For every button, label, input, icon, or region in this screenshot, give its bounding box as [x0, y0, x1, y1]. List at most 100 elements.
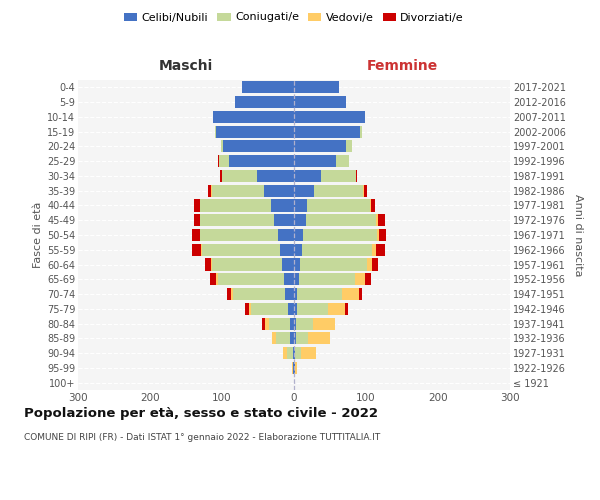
Text: Popolazione per età, sesso e stato civile - 2022: Popolazione per età, sesso e stato civil… — [24, 408, 378, 420]
Bar — [377, 229, 379, 241]
Bar — [264, 184, 294, 197]
Bar — [208, 184, 211, 197]
Bar — [294, 288, 297, 300]
Bar — [305, 214, 376, 226]
Bar — [295, 347, 301, 359]
Bar — [296, 318, 313, 330]
Text: Maschi: Maschi — [159, 58, 213, 72]
Bar — [314, 184, 363, 197]
Bar — [280, 244, 294, 256]
Bar — [200, 214, 274, 226]
Bar — [294, 229, 304, 241]
Bar — [284, 288, 294, 300]
Legend: Celibi/Nubili, Coniugati/e, Vedovi/e, Divorziati/e: Celibi/Nubili, Coniugati/e, Vedovi/e, Di… — [119, 8, 469, 27]
Bar — [294, 318, 296, 330]
Bar — [215, 126, 216, 138]
Bar — [308, 332, 330, 344]
Bar — [294, 184, 314, 197]
Bar — [373, 258, 378, 270]
Text: Femmine: Femmine — [367, 58, 437, 72]
Bar — [211, 273, 216, 285]
Bar — [301, 347, 316, 359]
Bar — [294, 273, 299, 285]
Bar — [242, 82, 294, 94]
Bar — [293, 362, 294, 374]
Bar — [218, 273, 284, 285]
Bar — [271, 200, 294, 211]
Bar — [294, 126, 360, 138]
Y-axis label: Fasce di età: Fasce di età — [32, 202, 43, 268]
Bar — [220, 170, 222, 182]
Bar — [276, 332, 290, 344]
Bar — [229, 155, 294, 167]
Bar — [294, 244, 302, 256]
Bar — [297, 288, 341, 300]
Bar — [294, 258, 301, 270]
Bar — [205, 258, 211, 270]
Y-axis label: Anni di nascita: Anni di nascita — [573, 194, 583, 276]
Bar — [201, 244, 202, 256]
Bar — [290, 332, 294, 344]
Bar — [211, 258, 212, 270]
Bar — [365, 273, 371, 285]
Bar — [248, 303, 251, 315]
Bar — [295, 362, 297, 374]
Bar — [211, 184, 212, 197]
Bar — [227, 288, 230, 300]
Bar — [322, 170, 356, 182]
Bar — [230, 288, 233, 300]
Bar — [376, 244, 385, 256]
Bar — [212, 258, 283, 270]
Bar — [292, 362, 293, 374]
Bar — [304, 229, 377, 241]
Bar — [283, 258, 294, 270]
Bar — [373, 244, 376, 256]
Bar — [193, 229, 200, 241]
Bar — [284, 273, 294, 285]
Bar — [200, 200, 271, 211]
Bar — [278, 229, 294, 241]
Bar — [274, 214, 294, 226]
Bar — [341, 288, 359, 300]
Bar — [235, 96, 294, 108]
Bar — [221, 140, 223, 152]
Bar — [272, 332, 276, 344]
Bar — [294, 303, 297, 315]
Text: COMUNE DI RIPI (FR) - Dati ISTAT 1° gennaio 2022 - Elaborazione TUTTITALIA.IT: COMUNE DI RIPI (FR) - Dati ISTAT 1° genn… — [24, 432, 380, 442]
Bar — [293, 347, 294, 359]
Bar — [257, 170, 294, 182]
Bar — [294, 170, 322, 182]
Bar — [251, 303, 288, 315]
Bar — [194, 214, 200, 226]
Bar — [346, 140, 352, 152]
Bar — [194, 200, 200, 211]
Bar — [302, 244, 373, 256]
Bar — [379, 229, 386, 241]
Bar — [265, 318, 269, 330]
Bar — [359, 288, 362, 300]
Bar — [294, 347, 295, 359]
Bar — [378, 214, 385, 226]
Bar — [269, 318, 290, 330]
Bar — [283, 347, 287, 359]
Bar — [364, 184, 367, 197]
Bar — [355, 273, 365, 285]
Bar — [313, 318, 335, 330]
Bar — [367, 258, 373, 270]
Bar — [193, 244, 201, 256]
Bar — [363, 184, 364, 197]
Bar — [290, 318, 294, 330]
Bar — [336, 155, 349, 167]
Bar — [222, 170, 257, 182]
Bar — [371, 200, 374, 211]
Bar — [356, 170, 358, 182]
Bar — [262, 318, 265, 330]
Bar — [307, 200, 370, 211]
Bar — [219, 155, 229, 167]
Bar — [216, 126, 294, 138]
Bar — [245, 303, 248, 315]
Bar — [296, 332, 308, 344]
Bar — [214, 111, 294, 123]
Bar — [294, 140, 346, 152]
Bar — [218, 155, 219, 167]
